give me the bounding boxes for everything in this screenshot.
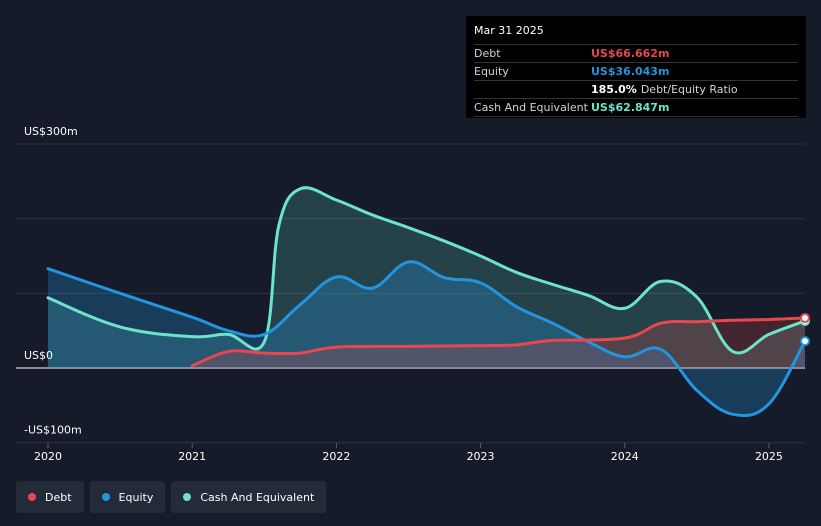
x-tick-label: 2021 xyxy=(178,450,206,463)
legend-cash-label: Cash And Equivalent xyxy=(200,490,315,504)
tooltip-cash-value: US$62.847m xyxy=(591,101,670,114)
line-equity xyxy=(46,260,807,418)
y-tick-label: US$0 xyxy=(24,349,53,362)
tooltip-equity-value: US$36.043m xyxy=(591,65,670,78)
tooltip-equity-label: Equity xyxy=(474,65,509,78)
line-debt xyxy=(190,316,807,368)
cash-dot-icon xyxy=(183,493,192,501)
y-tick-label: US$300m xyxy=(24,125,78,138)
tooltip-ratio-label: Debt/Equity Ratio xyxy=(640,83,738,96)
series-areas xyxy=(48,187,805,416)
x-tick-label: 2024 xyxy=(611,450,639,463)
tooltip-ratio-spacer xyxy=(474,81,591,98)
tooltip-date: Mar 31 2025 xyxy=(474,24,798,45)
end-marker-debt xyxy=(800,312,810,323)
tooltip-cash-label: Cash And Equivalent xyxy=(474,101,588,114)
area-debt xyxy=(192,317,805,368)
legend-debt-label: Debt xyxy=(45,490,72,504)
x-tick-label: 2022 xyxy=(322,450,350,463)
tooltip-row-cash: Cash And Equivalent US$62.847m xyxy=(474,99,798,117)
tooltip-debt-value: US$66.662m xyxy=(591,47,670,60)
line-cash-and-equivalent xyxy=(46,186,807,355)
series-lines xyxy=(46,186,807,418)
grid xyxy=(16,143,805,444)
debt-dot-icon xyxy=(28,493,36,501)
tooltip-debt-label: Debt xyxy=(474,47,501,60)
tooltip: Mar 31 2025 Debt US$66.662m Equity US$36… xyxy=(466,16,806,118)
axis-ticks: US$300m US$0 -US$100m 2020 2021 2022 2023 2024 2… xyxy=(24,125,783,463)
legend-equity-label: Equity xyxy=(118,490,154,504)
legend-item-equity[interactable]: Equity xyxy=(89,481,166,513)
legend-item-cash[interactable]: Cash And Equivalent xyxy=(171,481,327,513)
y-tick-label: -US$100m xyxy=(24,424,82,437)
x-tick-label: 2020 xyxy=(34,450,62,463)
end-marker-equity xyxy=(800,336,810,347)
x-tick-label: 2023 xyxy=(467,450,495,463)
tooltip-row-debt: Debt US$66.662m xyxy=(474,45,798,63)
tooltip-row-ratio: 185.0% Debt/Equity Ratio xyxy=(474,81,798,99)
end-markers xyxy=(800,312,810,347)
tooltip-ratio-value: 185.0% xyxy=(591,83,637,96)
equity-dot-icon xyxy=(101,493,110,501)
legend-item-debt[interactable]: Debt xyxy=(16,481,84,513)
area-equity xyxy=(48,261,805,416)
x-tick-label: 2025 xyxy=(755,450,783,463)
chart: US$300m US$0 -US$100m 2020 2021 2022 2023 2024 2… xyxy=(16,125,810,463)
legend: Debt Equity Cash And Equivalent xyxy=(16,481,327,513)
tooltip-row-equity: Equity US$36.043m xyxy=(474,63,798,81)
area-cash-and-equivalent xyxy=(48,187,805,368)
